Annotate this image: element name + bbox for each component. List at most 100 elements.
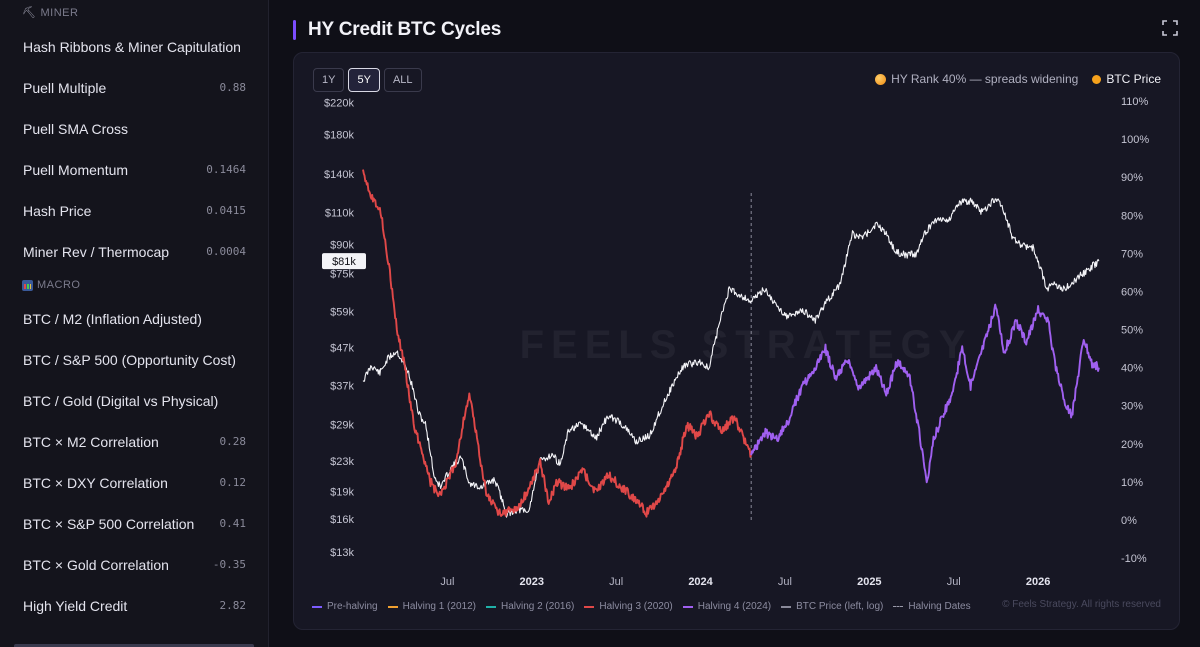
fullscreen-icon[interactable] — [1162, 20, 1178, 36]
sidebar-item[interactable]: BTC / Gold (Digital vs Physical) — [0, 380, 268, 421]
sidebar-item-value: 2.82 — [219, 599, 247, 612]
sidebar-item-value: 0.1464 — [206, 163, 246, 176]
y-left-tick-label: $47k — [330, 343, 354, 355]
x-tick-label: 2024 — [688, 576, 713, 588]
sidebar-item[interactable]: BTC × S&P 500 Correlation 0.41 — [0, 503, 268, 544]
sidebar-item-value: 0.41 — [219, 517, 247, 530]
legend-label: Halving 2 (2016) — [500, 601, 575, 612]
y-left-tick-label: $59k — [330, 306, 354, 318]
legend-item[interactable]: Pre-halving — [312, 601, 378, 612]
legend-label: Halving 4 (2024) — [697, 601, 772, 612]
sidebar-item[interactable]: Puell SMA Cross — [0, 108, 268, 149]
sidebar-scroll-indicator[interactable] — [14, 644, 254, 647]
legend-item[interactable]: BTC Price (left, log) — [781, 601, 883, 612]
current-price-label: $81k — [332, 256, 356, 268]
sidebar-item[interactable]: Hash Price 0.0415 — [0, 190, 268, 231]
sidebar-item-label: BTC × Gold Correlation — [23, 556, 169, 573]
y-left-tick-label: $140k — [324, 169, 354, 181]
main-panel: HY Credit BTC Cycles 1Y 5Y ALL HY Rank 40%… — [269, 0, 1200, 647]
miner-section-header: ⛏ MINER — [0, 0, 268, 26]
hy-rank-line-halving-3 — [362, 169, 753, 518]
sidebar: ⛏ MINER Hash Ribbons & Miner Capitulatio… — [0, 0, 269, 647]
legend-btc-price[interactable]: BTC Price — [1092, 72, 1161, 86]
macro-section-header: MACRO — [0, 272, 268, 298]
macro-list: BTC / M2 (Inflation Adjusted) BTC / S&P 5… — [0, 298, 268, 626]
btc-price-line — [362, 197, 1100, 518]
miner-section-title: MINER — [40, 7, 79, 19]
x-tick-label: Jul — [947, 576, 961, 588]
sidebar-item[interactable]: Puell Multiple 0.88 — [0, 67, 268, 108]
y-left-tick-label: $13k — [330, 547, 354, 559]
sidebar-item-value: 0.0004 — [206, 245, 246, 258]
title-row: HY Credit BTC Cycles — [293, 16, 501, 44]
y-left-tick-label: $16k — [330, 514, 354, 526]
legend-top: HY Rank 40% — spreads widening BTC Price — [875, 72, 1161, 86]
y-right-tick-label: 70% — [1121, 248, 1143, 260]
sidebar-item[interactable]: BTC × Gold Correlation -0.35 — [0, 544, 268, 585]
legend-swatch — [682, 605, 693, 608]
y-left-tick-label: $23k — [330, 456, 354, 468]
sidebar-item[interactable]: BTC / M2 (Inflation Adjusted) — [0, 298, 268, 339]
copyright-text: © Feels Strategy. All rights reserved — [1002, 599, 1161, 610]
miner-list: Hash Ribbons & Miner Capitulation Puell M… — [0, 26, 268, 272]
y-right-tick-label: 20% — [1121, 439, 1143, 451]
y-left-tick-label: $180k — [324, 129, 354, 141]
y-right-tick-label: 50% — [1121, 325, 1143, 337]
range-button-5y[interactable]: 5Y — [348, 68, 380, 92]
sidebar-item[interactable]: Hash Ribbons & Miner Capitulation — [0, 26, 268, 67]
sidebar-item[interactable]: Puell Momentum 0.1464 — [0, 149, 268, 190]
pickaxe-icon: ⛏ — [22, 7, 37, 19]
title-accent-bar — [293, 20, 296, 40]
y-left-tick-label: $29k — [330, 419, 354, 431]
y-left-tick-label: $19k — [330, 486, 354, 498]
y-right-tick-label: 30% — [1121, 401, 1143, 413]
y-left-tick-label: $37k — [330, 381, 354, 393]
hy-credit-chart[interactable]: FEELS STRATEGY $220k $180k $140k $110k $90k $7… — [294, 53, 1179, 629]
legend-item[interactable]: Halving 1 (2012) — [387, 601, 476, 612]
y-right-tick-label: 80% — [1121, 210, 1143, 222]
legend-hy-rank[interactable]: HY Rank 40% — spreads widening — [875, 72, 1078, 86]
legend-swatch — [485, 605, 496, 608]
sidebar-item-label: BTC × M2 Correlation — [23, 433, 159, 450]
sidebar-item-label: Puell Momentum — [23, 161, 129, 178]
legend-bottom: Pre-halving Halving 1 (2012) Halving 2 (20… — [312, 601, 971, 612]
sidebar-item[interactable]: BTC × M2 Correlation 0.28 — [0, 421, 268, 462]
legend-item[interactable]: Halving 4 (2024) — [682, 601, 772, 612]
btc-price-dot — [1092, 74, 1102, 84]
sidebar-item[interactable]: BTC / S&P 500 (Opportunity Cost) — [0, 339, 268, 380]
range-button-all[interactable]: ALL — [383, 68, 422, 92]
sidebar-item-value: 0.28 — [219, 435, 247, 448]
x-tick-label: Jul — [609, 576, 623, 588]
orange-circle-icon — [875, 73, 887, 85]
page-title: HY Credit BTC Cycles — [308, 19, 502, 40]
legend-label: Halving 3 (2020) — [599, 601, 673, 612]
y-left-tick-label: $75k — [330, 268, 354, 280]
sidebar-item-label: BTC × DXY Correlation — [23, 474, 168, 491]
legend-item[interactable]: Halving 2 (2016) — [485, 601, 575, 612]
sidebar-item-label: BTC × S&P 500 Correlation — [23, 515, 195, 532]
y-left-tick-label: $110k — [325, 208, 355, 220]
legend-swatch — [387, 605, 398, 608]
sidebar-item[interactable]: Miner Rev / Thermocap 0.0004 — [0, 231, 268, 272]
range-button-1y[interactable]: 1Y — [313, 68, 345, 92]
y-right-tick-label: 60% — [1121, 286, 1143, 298]
legend-item[interactable]: Halving Dates — [893, 601, 971, 612]
sidebar-item-value: 0.88 — [219, 81, 247, 94]
legend-btc-label: BTC Price — [1106, 72, 1161, 86]
range-selector: 1Y 5Y ALL — [313, 68, 422, 92]
y-right-tick-label: 100% — [1121, 134, 1149, 146]
hy-rank-line-halving-4 — [750, 303, 1100, 484]
legend-swatch — [893, 606, 904, 607]
legend-item[interactable]: Halving 3 (2020) — [584, 601, 673, 612]
sidebar-item-value: -0.35 — [212, 558, 246, 571]
sidebar-item[interactable]: High Yield Credit 2.82 — [0, 585, 268, 626]
sidebar-item-label: Puell SMA Cross — [23, 120, 129, 137]
x-tick-label: Jul — [778, 576, 792, 588]
sidebar-item[interactable]: BTC × DXY Correlation 0.12 — [0, 462, 268, 503]
current-price-badge — [322, 253, 366, 270]
legend-swatch — [584, 605, 595, 608]
watermark: FEELS STRATEGY — [520, 323, 973, 367]
legend-label: Halving 1 (2012) — [402, 601, 476, 612]
legend-swatch — [781, 605, 792, 608]
legend-label: BTC Price (left, log) — [796, 601, 884, 612]
